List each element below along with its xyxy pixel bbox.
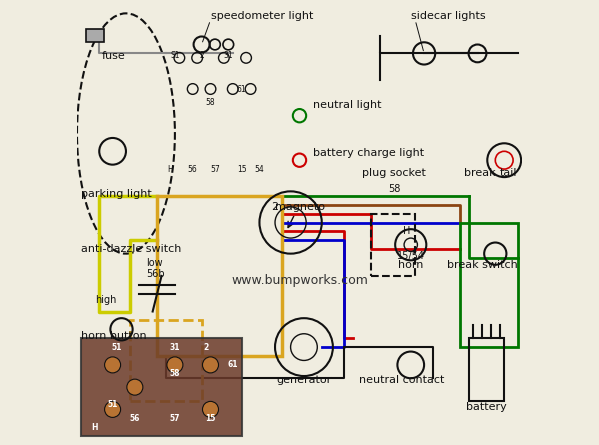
Bar <box>459 222 518 347</box>
Text: generator: generator <box>276 376 332 385</box>
Text: 54: 54 <box>255 165 264 174</box>
Text: H: H <box>92 423 98 432</box>
Text: 31: 31 <box>170 343 180 352</box>
Text: 51: 51 <box>107 400 118 409</box>
Text: 56: 56 <box>129 414 140 423</box>
Text: break: break <box>464 168 496 178</box>
Circle shape <box>202 357 219 373</box>
Text: battery: battery <box>466 402 507 412</box>
Text: speedometer light: speedometer light <box>210 11 313 20</box>
Text: sidecar lights: sidecar lights <box>411 11 485 20</box>
Text: low: low <box>146 259 162 268</box>
Text: battery charge light: battery charge light <box>313 148 424 158</box>
Text: parking light: parking light <box>81 189 152 198</box>
Circle shape <box>105 401 120 417</box>
Bar <box>157 196 282 356</box>
Bar <box>81 338 241 436</box>
Text: neutral light: neutral light <box>313 100 382 109</box>
Circle shape <box>105 357 120 373</box>
Text: anti-dazzle switch: anti-dazzle switch <box>81 244 182 254</box>
Text: 51: 51 <box>112 343 122 352</box>
Text: neutral contact: neutral contact <box>359 376 444 385</box>
Text: 2: 2 <box>204 343 208 352</box>
Text: 61: 61 <box>228 360 238 369</box>
Circle shape <box>167 357 183 373</box>
Text: 56: 56 <box>188 165 198 174</box>
Text: horn button: horn button <box>81 331 147 341</box>
Text: H: H <box>168 165 173 174</box>
Text: 2: 2 <box>271 202 279 212</box>
Text: 58: 58 <box>170 369 180 378</box>
Text: fuse: fuse <box>101 51 125 61</box>
Text: S1: S1 <box>170 51 180 60</box>
Text: H: H <box>403 227 410 236</box>
Bar <box>86 29 104 42</box>
Text: 58: 58 <box>205 98 215 107</box>
Text: plug socket: plug socket <box>362 168 426 178</box>
Text: high: high <box>95 295 116 305</box>
Text: 58: 58 <box>389 184 401 194</box>
Text: break switch: break switch <box>447 260 518 270</box>
Circle shape <box>127 379 143 395</box>
Text: magneto: magneto <box>274 202 325 212</box>
Bar <box>131 320 202 400</box>
Text: 2: 2 <box>199 51 204 60</box>
Text: horn: horn <box>398 260 423 270</box>
Text: 31: 31 <box>223 51 233 60</box>
Text: 15: 15 <box>237 165 246 174</box>
Text: www.bumpworks.com: www.bumpworks.com <box>231 274 368 287</box>
Text: 56b: 56b <box>146 269 165 279</box>
Bar <box>468 338 504 400</box>
Text: 15/54: 15/54 <box>397 251 425 261</box>
Circle shape <box>202 401 219 417</box>
Text: 15: 15 <box>205 414 216 423</box>
Text: 57: 57 <box>170 414 180 423</box>
Bar <box>371 214 415 276</box>
Text: 57: 57 <box>210 165 220 174</box>
Text: 61: 61 <box>237 85 246 93</box>
Text: tail: tail <box>500 168 518 178</box>
